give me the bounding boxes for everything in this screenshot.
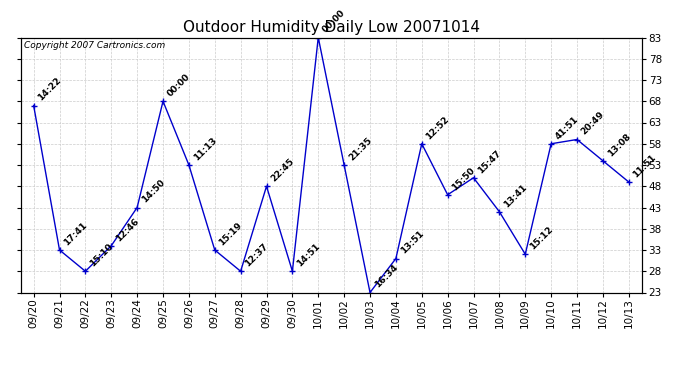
Text: 00:00: 00:00 [321, 9, 347, 35]
Text: 11:51: 11:51 [631, 153, 658, 179]
Text: 14:50: 14:50 [140, 178, 166, 205]
Text: 15:19: 15:19 [217, 220, 244, 247]
Text: 14:51: 14:51 [295, 242, 322, 268]
Text: 12:37: 12:37 [244, 242, 270, 268]
Text: 13:08: 13:08 [606, 132, 632, 158]
Text: 16:34: 16:34 [373, 263, 400, 290]
Text: 12:52: 12:52 [424, 114, 451, 141]
Text: 13:41: 13:41 [502, 182, 529, 209]
Text: 15:10: 15:10 [88, 242, 115, 268]
Text: 20:49: 20:49 [580, 110, 607, 137]
Text: 15:12: 15:12 [528, 225, 555, 252]
Text: 14:22: 14:22 [37, 76, 63, 103]
Title: Outdoor Humidity Daily Low 20071014: Outdoor Humidity Daily Low 20071014 [183, 20, 480, 35]
Text: 17:41: 17:41 [62, 220, 89, 247]
Text: 15:50: 15:50 [451, 165, 477, 192]
Text: 11:13: 11:13 [192, 136, 218, 162]
Text: 00:00: 00:00 [166, 72, 192, 99]
Text: 22:45: 22:45 [269, 157, 296, 183]
Text: 41:51: 41:51 [554, 114, 580, 141]
Text: Copyright 2007 Cartronics.com: Copyright 2007 Cartronics.com [23, 41, 165, 50]
Text: 15:47: 15:47 [476, 148, 503, 175]
Text: 21:35: 21:35 [347, 136, 373, 162]
Text: 12:46: 12:46 [114, 216, 141, 243]
Text: 13:51: 13:51 [399, 229, 425, 256]
